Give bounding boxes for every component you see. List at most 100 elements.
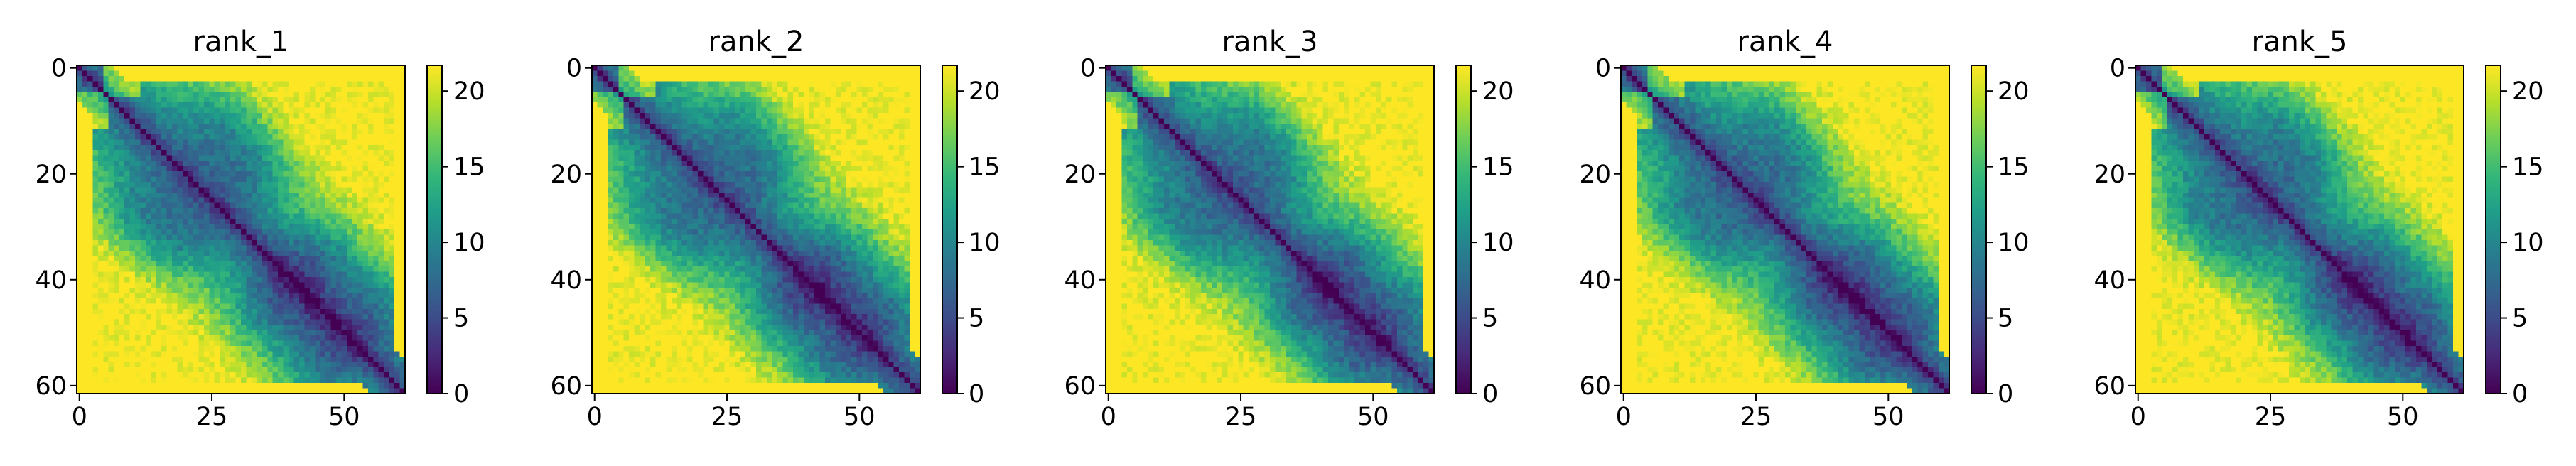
heatmap-cell (814, 123, 821, 130)
heatmap-cell (298, 70, 306, 77)
heatmap-cell (257, 308, 263, 315)
heatmap-cell (394, 383, 401, 389)
heatmap-cell (756, 65, 762, 72)
heatmap-cell (330, 97, 337, 103)
heatmap-cell (92, 372, 99, 379)
heatmap-cell (241, 340, 247, 347)
heatmap-cell (602, 123, 608, 130)
heatmap-cell (145, 372, 151, 379)
heatmap-cell (846, 118, 852, 124)
heatmap-cell (108, 362, 114, 368)
heatmap-cell (330, 250, 337, 256)
heatmap-cell (97, 123, 104, 130)
heatmap-cell (172, 129, 178, 135)
colorbar-segment (427, 207, 442, 211)
heatmap-cell (362, 377, 369, 384)
heatmap-cell (298, 113, 306, 119)
colorbar-segment (427, 92, 442, 96)
heatmap-cell (145, 308, 151, 315)
heatmap-cell (798, 118, 804, 124)
heatmap-cell (166, 282, 173, 288)
heatmap-cell (373, 234, 379, 241)
heatmap-cell (341, 75, 347, 82)
heatmap-cell (156, 70, 162, 77)
heatmap-cell (602, 139, 608, 146)
heatmap-cell (910, 107, 916, 114)
colorbar-segment (427, 147, 442, 151)
heatmap-cell (272, 319, 279, 325)
heatmap-cell (225, 181, 231, 188)
heatmap-cell (787, 134, 794, 140)
heatmap-cell (188, 367, 194, 373)
heatmap-cell (278, 388, 284, 394)
heatmap-cell (399, 356, 406, 362)
heatmap-cell (872, 107, 878, 114)
heatmap-cell (384, 330, 390, 336)
heatmap-cell (262, 319, 268, 325)
heatmap-cell (819, 118, 826, 124)
heatmap-cell (134, 308, 141, 315)
heatmap-cell (298, 351, 306, 357)
heatmap-cell (325, 102, 332, 109)
heatmap-cell (347, 330, 353, 336)
heatmap-cell (750, 139, 757, 146)
heatmap-cell (298, 335, 306, 342)
heatmap-cell (293, 345, 300, 352)
heatmap-cell (772, 144, 778, 151)
heatmap-cell (618, 65, 625, 72)
heatmap-cell (357, 303, 363, 310)
heatmap-cell (597, 123, 603, 130)
heatmap-cell (220, 197, 226, 204)
heatmap-cell (134, 282, 141, 288)
heatmap-cell (373, 319, 379, 325)
heatmap-cell (124, 245, 131, 251)
heatmap-cell (134, 245, 141, 251)
heatmap-cell (203, 134, 210, 140)
heatmap-cell (103, 208, 109, 215)
heatmap-cell (124, 102, 131, 109)
heatmap-cell (82, 250, 88, 256)
heatmap-cell (278, 287, 284, 294)
heatmap-cell (298, 197, 306, 204)
colorbar-segment (427, 298, 442, 301)
heatmap-cell (336, 181, 343, 188)
heatmap-cell (708, 129, 714, 135)
heatmap-cell (394, 107, 401, 114)
heatmap-cell (851, 70, 858, 77)
heatmap-cell (235, 362, 242, 368)
heatmap-cell (352, 245, 358, 251)
heatmap-cell (841, 65, 847, 72)
heatmap-cell (298, 388, 306, 394)
heatmap-cell (352, 123, 358, 130)
heatmap-cell (272, 113, 279, 119)
heatmap-cell (315, 81, 321, 87)
heatmap-cell (666, 86, 672, 92)
heatmap-cell (129, 219, 136, 225)
heatmap-cell (145, 92, 151, 98)
heatmap-cell (336, 65, 343, 72)
heatmap-cell (97, 277, 104, 283)
heatmap-cell (129, 102, 136, 109)
heatmap-cell (235, 107, 242, 114)
heatmap-cell (172, 161, 178, 167)
heatmap-cell (134, 319, 141, 325)
heatmap-cell (283, 113, 289, 119)
heatmap-cell (262, 219, 268, 225)
heatmap-cell (97, 176, 104, 183)
heatmap-cell (315, 388, 321, 394)
heatmap-cell (283, 139, 289, 146)
heatmap-cell (272, 330, 279, 336)
heatmap-cell (278, 319, 284, 325)
heatmap-cell (140, 113, 146, 119)
heatmap-cell (384, 314, 390, 320)
heatmap-cell (198, 107, 205, 114)
heatmap-cell (841, 92, 847, 98)
heatmap-cell (103, 377, 109, 384)
heatmap-cell (220, 261, 226, 267)
heatmap-cell (134, 340, 141, 347)
heatmap-cell (623, 102, 630, 109)
heatmap-cell (257, 372, 263, 379)
heatmap-cell (735, 123, 741, 130)
heatmap-cell (161, 266, 168, 273)
heatmap-cell (119, 367, 125, 373)
